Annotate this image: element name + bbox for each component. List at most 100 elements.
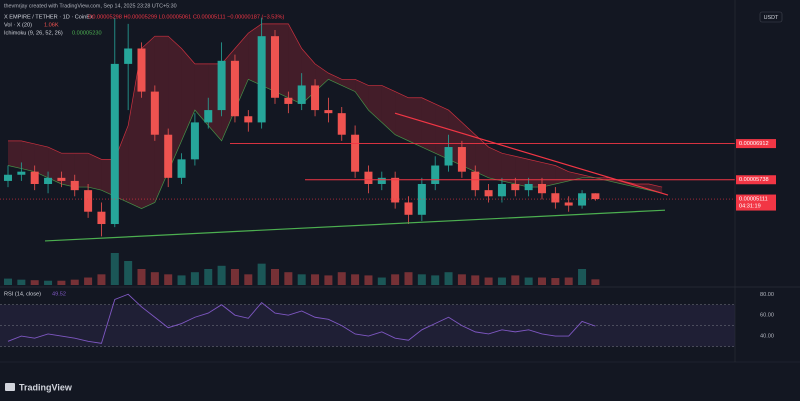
- rsi-tick-label: 40.00: [760, 334, 774, 340]
- cloud-segment: [88, 153, 102, 191]
- cloud-segment: [435, 103, 449, 160]
- volume-bar: [4, 278, 12, 285]
- volume-bar: [324, 275, 333, 285]
- volume-bar: [57, 280, 66, 285]
- volume-bar: [578, 269, 587, 285]
- price-marker-label: 0.00005738: [739, 177, 769, 183]
- cloud-segment: [315, 63, 329, 92]
- currency-box[interactable]: [759, 11, 783, 23]
- volume-bar: [70, 279, 79, 285]
- candle-body: [538, 183, 546, 194]
- volume-bar: [137, 269, 146, 285]
- volume-bar: [164, 274, 173, 285]
- cloud-segment: [74, 153, 89, 188]
- candle-body: [244, 116, 253, 123]
- candle-body: [524, 183, 533, 191]
- candle-body: [124, 48, 133, 64]
- currency[interactable]: USDT: [764, 15, 779, 21]
- volume-bar: [44, 280, 53, 285]
- rsi-legend: RSI (14, close): [4, 291, 41, 297]
- candle-body: [311, 85, 320, 111]
- volume-bar: [150, 272, 159, 285]
- rsi-line: [7, 293, 596, 344]
- candle-body: [337, 113, 346, 135]
- candle-body: [457, 147, 466, 172]
- candle-body: [97, 211, 106, 225]
- candle-body: [177, 159, 186, 178]
- cloud-segment: [34, 143, 49, 178]
- last-price-label: 0.00005111: [739, 197, 768, 203]
- volume-legend: Vol · X (20): [4, 22, 32, 28]
- volume-bar: [217, 265, 226, 285]
- ohlc: O0.00005298 H0.00005299 L0.00005061 C0.0…: [88, 14, 285, 20]
- candle-body: [351, 134, 360, 172]
- volume: [4, 253, 600, 285]
- candle-body: [4, 174, 12, 181]
- candle-body: [417, 183, 426, 215]
- volume-bar: [124, 261, 133, 285]
- volume-bar: [591, 279, 600, 285]
- cloud-segment: [341, 79, 356, 92]
- credit: thevmrjay created with TradingView.com, …: [4, 3, 177, 9]
- volume-bar: [524, 277, 533, 285]
- candle-body: [57, 177, 66, 181]
- candle-body: [30, 171, 39, 184]
- cloud-segment: [568, 171, 583, 181]
- volume-bar: [391, 274, 400, 285]
- logo: TradingView: [5, 382, 73, 392]
- cloud-segment: [542, 162, 556, 188]
- cloud-segment: [381, 85, 396, 135]
- cloud-segment: [8, 140, 22, 169]
- candle-body: [404, 202, 413, 215]
- volume-bar: [297, 274, 306, 285]
- candle-body: [110, 63, 119, 225]
- cloud-segment: [48, 147, 62, 184]
- volume-bar: [30, 280, 39, 285]
- candle-body: [324, 110, 333, 114]
- candle-body: [284, 97, 293, 104]
- volume-bar: [177, 275, 186, 285]
- cloud-segment: [515, 156, 529, 188]
- rsi-pane: [0, 293, 735, 347]
- volume-bar: [497, 277, 506, 285]
- countdown: 04:31:19: [739, 204, 761, 210]
- candle-body: [497, 183, 506, 197]
- volume-bar: [84, 277, 93, 285]
- ichimoku-legend-value: 0.00005230: [72, 30, 102, 36]
- volume-bar: [457, 274, 466, 285]
- drawings: [0, 112, 735, 242]
- rsi-tick-label: 80.00: [760, 292, 774, 298]
- volume-bar: [377, 277, 386, 285]
- rsi-tick-label: 60.00: [760, 313, 774, 319]
- volume-bar: [311, 274, 320, 285]
- volume-bar: [337, 272, 346, 285]
- volume-bar: [271, 269, 279, 285]
- cloud-segment: [648, 183, 663, 194]
- volume-bar: [431, 275, 440, 285]
- candle-body: [137, 48, 146, 92]
- volume-bar: [257, 263, 266, 285]
- candle-body: [190, 122, 199, 160]
- cloud-segment: [368, 85, 382, 123]
- candle-body: [217, 60, 226, 111]
- logo-text: TradingView: [19, 382, 73, 392]
- volume-bar: [471, 275, 480, 285]
- candle-body: [364, 171, 373, 184]
- candle-body: [44, 177, 53, 184]
- candle-body: [484, 190, 493, 197]
- price-marker: [736, 175, 776, 185]
- candle-body: [204, 110, 213, 123]
- cloud-segment: [475, 134, 489, 178]
- volume-bar: [97, 274, 106, 285]
- volume-bar: [484, 277, 493, 285]
- candle-body: [271, 36, 279, 98]
- cloud-segment: [328, 73, 342, 86]
- volume-bar: [17, 279, 26, 285]
- volume-bar: [444, 272, 453, 285]
- candle-body: [471, 171, 480, 191]
- cloud-segment: [355, 79, 369, 111]
- cloud-segment: [181, 48, 195, 141]
- candle-body: [70, 180, 79, 191]
